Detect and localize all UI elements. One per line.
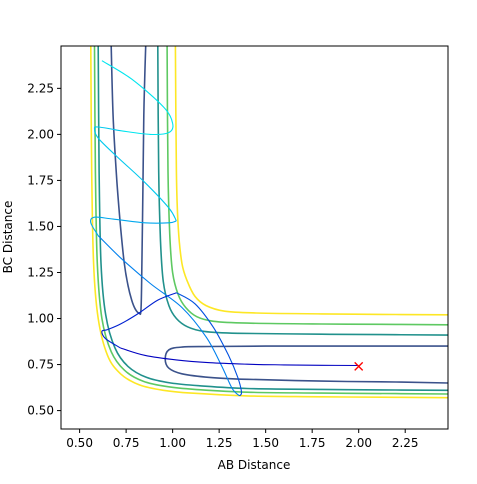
y-axis-label: BC Distance	[1, 201, 15, 274]
trajectory-segment-6	[101, 292, 177, 349]
y-axis-ticks: 0.50 0.75 1.00 1.25 1.50 1.75 2.00 2.25	[27, 81, 61, 418]
x-tick-label: 0.50	[66, 436, 93, 450]
contour-line-7	[110, 46, 147, 316]
y-tick-label: 1.00	[27, 312, 54, 326]
x-tick-label: 1.50	[252, 436, 279, 450]
x-axis-ticks: 0.50 0.75 1.00 1.25 1.50 1.75 2.00 2.25	[66, 429, 419, 450]
end-marker	[354, 361, 364, 371]
y-tick-label: 1.50	[27, 219, 54, 233]
x-axis-label: AB Distance	[218, 458, 291, 472]
end-marker-stroke-2	[354, 361, 364, 371]
trajectory-segment-3	[90, 216, 177, 236]
contour-line-4	[166, 46, 448, 326]
y-tick-label: 2.00	[27, 127, 54, 141]
x-tick-label: 1.75	[299, 436, 326, 450]
y-tick-label: 0.75	[27, 358, 54, 372]
trajectory-segment-2	[93, 126, 177, 222]
trajectory-path	[90, 60, 359, 397]
y-tick-label: 2.25	[27, 81, 54, 95]
trajectory-segment-4	[97, 235, 241, 397]
x-tick-label: 1.25	[206, 436, 233, 450]
x-tick-label: 1.00	[159, 436, 186, 450]
contour-line-2	[174, 46, 448, 316]
contour-line-6	[157, 46, 448, 336]
x-tick-label: 2.00	[345, 436, 372, 450]
contour-line-5	[97, 46, 448, 392]
x-tick-label: 2.25	[392, 436, 419, 450]
trajectory-segment-1	[101, 60, 174, 136]
trajectory-segment-7	[120, 347, 359, 367]
y-tick-label: 1.75	[27, 173, 54, 187]
x-tick-label: 0.75	[113, 436, 140, 450]
y-tick-label: 1.25	[27, 265, 54, 279]
contour-line-1	[90, 46, 448, 399]
plot-frame	[60, 45, 449, 430]
y-tick-label: 0.50	[27, 404, 54, 418]
trajectory-segment-5	[176, 292, 243, 397]
